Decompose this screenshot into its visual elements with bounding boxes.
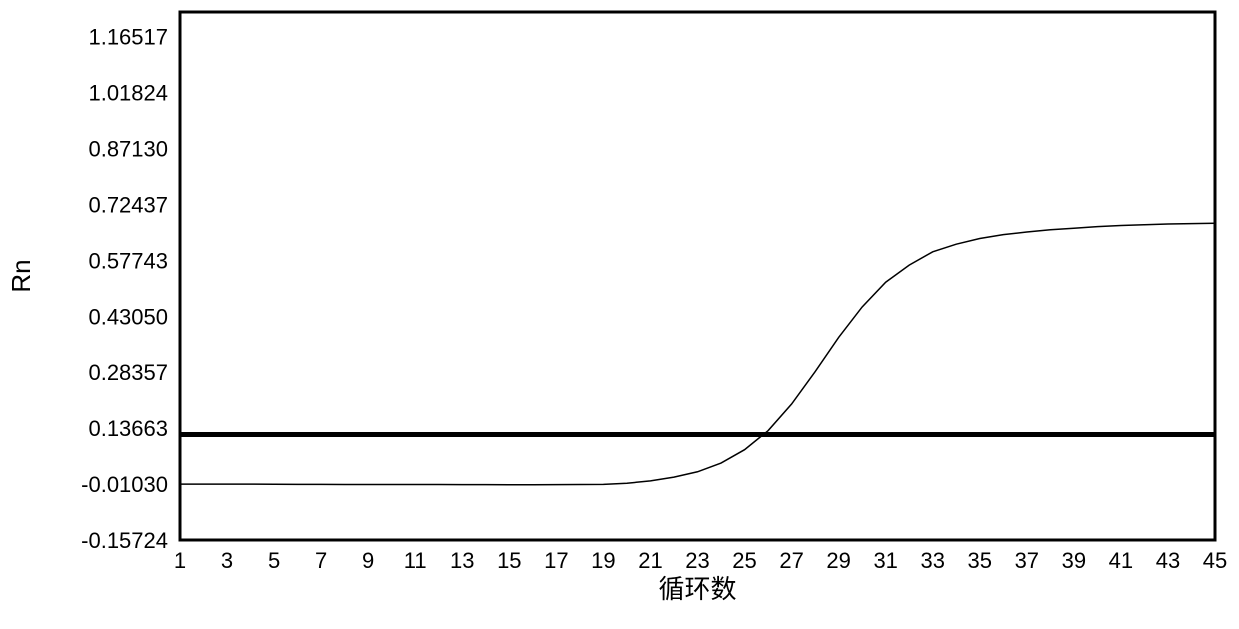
x-tick-label: 31 <box>873 548 897 573</box>
chart-svg: -0.15724 -0.01030 0.13663 0.28357 0.43050 0.5… <box>0 0 1239 629</box>
x-tick-label: 11 <box>404 548 427 573</box>
x-tick-label: 1 <box>174 548 186 573</box>
y-tick-label: -0.01030 <box>81 472 168 497</box>
x-tick-label: 29 <box>826 548 850 573</box>
x-tick-label: 13 <box>450 548 474 573</box>
y-tick-label: 0.72437 <box>88 192 168 217</box>
x-tick-label: 41 <box>1109 548 1133 573</box>
y-axis-label: Rn <box>6 259 36 292</box>
y-tick-label: 0.13663 <box>88 416 168 441</box>
x-tick-label: 35 <box>968 548 992 573</box>
x-tick-label: 45 <box>1203 548 1227 573</box>
x-tick-label: 27 <box>779 548 803 573</box>
amplification-plot: -0.15724 -0.01030 0.13663 0.28357 0.43050 0.5… <box>0 0 1239 629</box>
x-tick-label: 3 <box>221 548 233 573</box>
x-tick-label: 43 <box>1156 548 1180 573</box>
y-tick-label: 0.87130 <box>88 137 168 162</box>
x-tick-label: 23 <box>685 548 709 573</box>
x-tick-label: 7 <box>315 548 327 573</box>
y-tick-label: 0.43050 <box>88 304 168 329</box>
y-tick-label: 0.57743 <box>88 248 168 273</box>
x-tick-label: 33 <box>920 548 944 573</box>
x-tick-label: 39 <box>1062 548 1086 573</box>
plot-border <box>180 12 1215 540</box>
x-axis-label: 循环数 <box>658 574 736 604</box>
x-tick-label: 37 <box>1015 548 1039 573</box>
x-tick-label: 19 <box>591 548 615 573</box>
x-tick-label: 15 <box>497 548 521 573</box>
x-tick-label: 9 <box>362 548 374 573</box>
x-tick-label: 5 <box>268 548 280 573</box>
y-tick-label: 0.28357 <box>88 360 168 385</box>
x-tick-label: 17 <box>544 548 568 573</box>
y-tick-label: 1.01824 <box>88 81 168 106</box>
y-tick-label: -0.15724 <box>81 528 168 553</box>
y-tick-label: 1.16517 <box>88 25 168 50</box>
x-tick-label: 21 <box>638 548 662 573</box>
x-tick-label: 25 <box>732 548 756 573</box>
